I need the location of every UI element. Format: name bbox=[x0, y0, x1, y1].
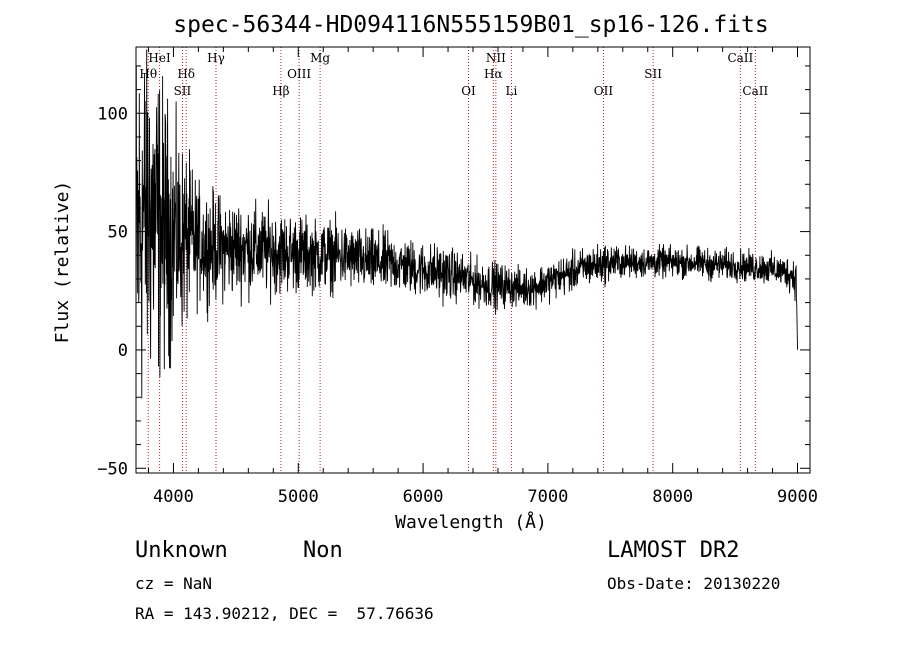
class-label: Unknown bbox=[135, 538, 228, 563]
x-axis-label: Wavelength (Å) bbox=[395, 511, 547, 533]
y-tick-label: 0 bbox=[118, 341, 128, 361]
y-tick-label: −50 bbox=[97, 459, 128, 479]
spectrum-line bbox=[135, 49, 798, 399]
x-tick-label: 6000 bbox=[403, 487, 444, 507]
chart-title: spec-56344-HD094116N555159B01_sp16-126.f… bbox=[173, 12, 768, 38]
x-tick-label: 7000 bbox=[527, 487, 568, 507]
spectral-line-label: CaII bbox=[727, 51, 753, 65]
spectral-line-label: NII bbox=[486, 51, 506, 65]
obs-date-label: Obs-Date: 20130220 bbox=[607, 574, 781, 593]
spectral-line-label: OI bbox=[461, 84, 476, 98]
y-tick-label: 100 bbox=[97, 104, 128, 124]
spectral-line-label: CaII bbox=[742, 84, 768, 98]
spectral-line-label: HeI bbox=[148, 51, 171, 65]
redshift-label: cz = NaN bbox=[135, 574, 213, 593]
spectral-line-label: Mg bbox=[310, 51, 330, 65]
spectral-line-label: OIII bbox=[287, 67, 311, 81]
x-tick-label: 8000 bbox=[652, 487, 693, 507]
spectral-line-label: Hα bbox=[484, 67, 503, 81]
spectral-line-label: Hβ bbox=[272, 84, 289, 98]
subclass-label: Non bbox=[303, 538, 343, 563]
spectral-line-label: OII bbox=[594, 84, 614, 98]
spectral-line-label: SII bbox=[174, 84, 192, 98]
survey-label: LAMOST DR2 bbox=[607, 538, 740, 563]
x-tick-label: 4000 bbox=[153, 487, 194, 507]
spectral-line-label: SII bbox=[644, 67, 662, 81]
spectral-line-label: Hγ bbox=[207, 51, 225, 65]
spectral-line-label: Hθ bbox=[139, 67, 157, 81]
spectral-line-label: Hδ bbox=[177, 67, 195, 81]
x-tick-label: 5000 bbox=[278, 487, 319, 507]
spectral-line-label: Li bbox=[506, 84, 518, 98]
x-tick-label: 9000 bbox=[777, 487, 818, 507]
axes: 4000 5000 6000 7000 8000 9000 −50 0 50 100 bbox=[97, 47, 818, 507]
coordinates-label: RA = 143.90212, DEC = 57.76636 bbox=[135, 604, 434, 623]
y-axis-label: Flux (relative) bbox=[52, 181, 73, 344]
y-tick-label: 50 bbox=[108, 223, 128, 243]
spectrum-series bbox=[135, 49, 798, 399]
